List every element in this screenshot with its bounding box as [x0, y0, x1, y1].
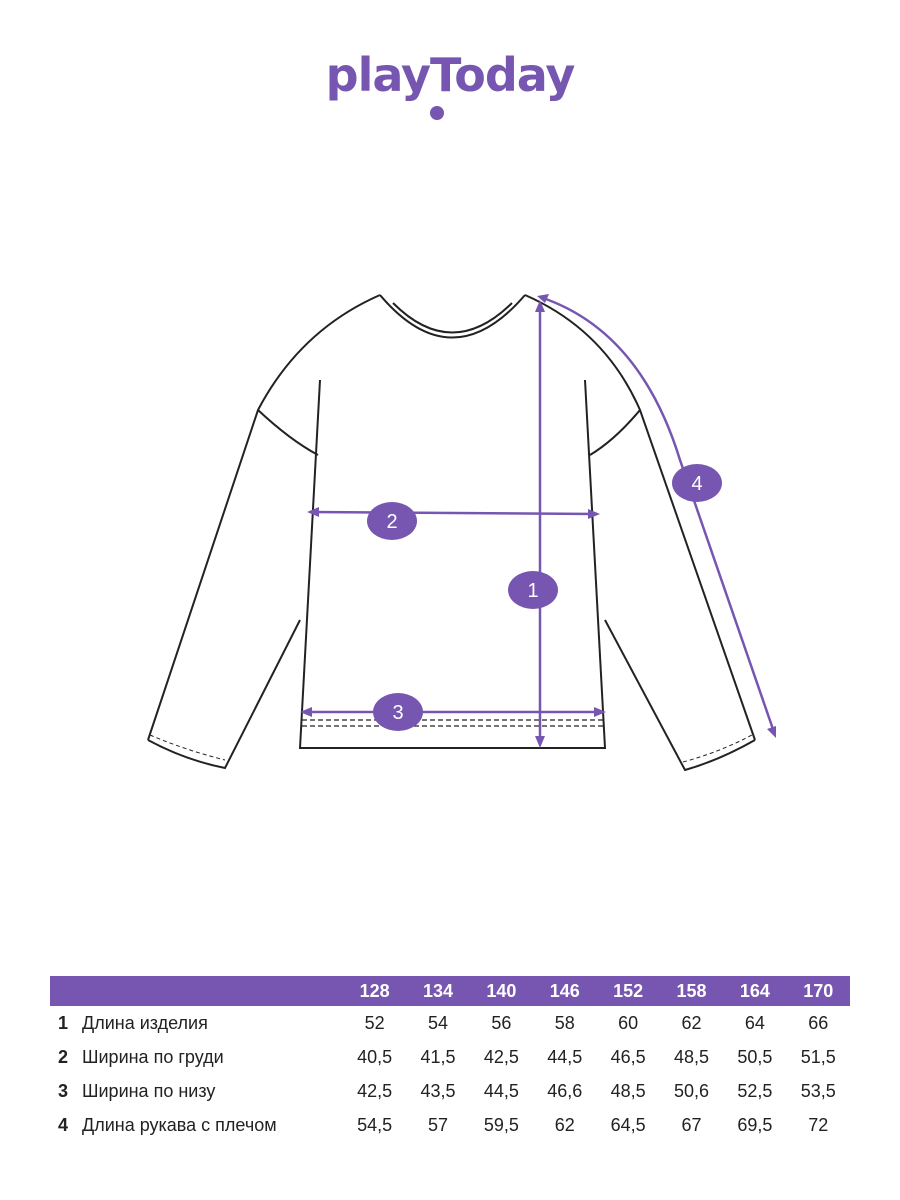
table-cell: 66 [808, 1012, 829, 1033]
table-cell: 58 [554, 1012, 575, 1033]
table-cell: 57 [428, 1114, 449, 1135]
size-header: 146 [533, 976, 597, 1006]
size-header: 164 [723, 976, 787, 1006]
brand-logo: playToday [0, 48, 900, 102]
size-header: 128 [343, 976, 407, 1006]
sweater-diagram: 1 2 3 4 [147, 294, 777, 772]
table-row: 4 Длина рукава с плечом 54,5 57 59,5 62 64,5 67… [50, 1108, 850, 1142]
table-cell: 48,5 [610, 1080, 646, 1101]
arrowheads [300, 294, 776, 748]
table-cell: 42,5 [483, 1046, 519, 1067]
table-cell: 60 [618, 1012, 639, 1033]
row-number: 2 [58, 1046, 69, 1067]
sweater-outline [147, 294, 756, 772]
size-header: 152 [596, 976, 660, 1006]
marker-4: 4 [672, 464, 722, 502]
table-cell: 50,5 [737, 1046, 773, 1067]
table-cell: 46,5 [610, 1046, 646, 1067]
table-cell: 69,5 [737, 1114, 773, 1135]
table-row: 3 Ширина по низу 42,5 43,5 44,5 46,6 48,5 50,6 5… [50, 1074, 850, 1108]
table-cell: 59,5 [483, 1114, 519, 1135]
table-cell: 54 [428, 1012, 449, 1033]
table-cell: 50,6 [674, 1080, 710, 1101]
marker-1: 1 [508, 571, 558, 609]
table-cell: 48,5 [674, 1046, 710, 1067]
table-row: 1 Длина изделия 52 54 56 58 60 62 64 66 [50, 1006, 850, 1040]
table-cell: 67 [681, 1114, 702, 1135]
row-number: 3 [58, 1080, 69, 1101]
marker-label: 2 [386, 511, 397, 533]
table-cell: 46,6 [547, 1080, 583, 1101]
row-number: 1 [58, 1012, 69, 1033]
measurement-name: Ширина по низу [82, 1080, 216, 1101]
marker-label: 3 [392, 702, 403, 724]
table-cell: 53,5 [800, 1080, 836, 1101]
size-table: 128 134 140 146 152 158 164 170 1 Длина и… [50, 976, 850, 1142]
marker-2: 2 [367, 502, 417, 540]
measure-lines [303, 295, 777, 745]
table-cell: 44,5 [483, 1080, 519, 1101]
table-cell: 64 [744, 1012, 765, 1033]
marker-3: 3 [373, 693, 423, 731]
table-cell: 64,5 [610, 1114, 646, 1135]
table-cell: 40,5 [357, 1046, 393, 1067]
size-header: 158 [659, 976, 724, 1006]
table-row: 2 Ширина по груди 40,5 41,5 42,5 44,5 46,5 48,5… [50, 1040, 850, 1074]
logo-dot [430, 106, 444, 120]
marker-label: 4 [691, 473, 702, 495]
table-cell: 62 [554, 1114, 575, 1135]
table-cell: 43,5 [420, 1080, 456, 1101]
size-header: 140 [469, 976, 534, 1006]
table-cell: 51,5 [800, 1046, 836, 1067]
size-header: 170 [786, 976, 850, 1006]
measurement-name: Ширина по груди [82, 1046, 224, 1067]
size-header-row: 128 134 140 146 152 158 164 170 [50, 976, 850, 1006]
table-cell: 56 [491, 1012, 512, 1033]
table-cell: 54,5 [357, 1114, 393, 1135]
table-cell: 44,5 [547, 1046, 583, 1067]
table-cell: 52 [364, 1012, 385, 1033]
table-cell: 52,5 [737, 1080, 773, 1101]
measurement-name: Длина изделия [82, 1012, 208, 1033]
table-cell: 62 [681, 1012, 702, 1033]
size-header: 134 [406, 976, 470, 1006]
table-cell: 72 [808, 1114, 829, 1135]
measurement-name: Длина рукава с плечом [82, 1114, 277, 1135]
row-number: 4 [58, 1114, 69, 1135]
table-cell: 42,5 [357, 1080, 393, 1101]
table-cell: 41,5 [420, 1046, 456, 1067]
logo-text: playToday [325, 48, 576, 102]
marker-label: 1 [527, 580, 538, 602]
